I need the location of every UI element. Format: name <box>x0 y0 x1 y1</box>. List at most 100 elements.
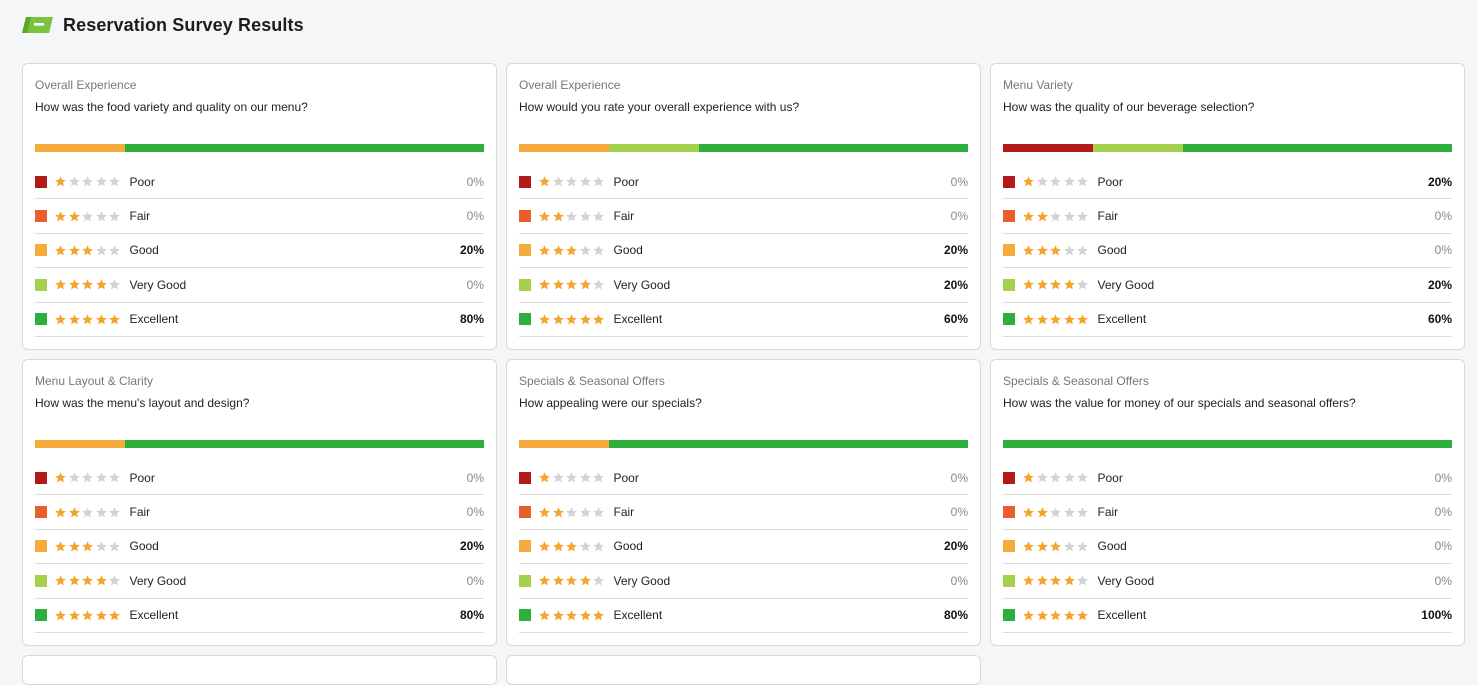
star-filled-icon <box>539 609 550 621</box>
bar-segment-excellent <box>124 440 484 448</box>
star-rating <box>1022 175 1090 188</box>
star-filled-icon <box>593 609 604 621</box>
rating-rows: Poor 0% Fair 0% Good 20% <box>519 165 968 337</box>
rating-color-swatch <box>1003 175 1015 188</box>
star-filled-icon <box>539 245 550 256</box>
rating-percent: 0% <box>1434 539 1452 554</box>
star-empty-icon <box>552 176 564 187</box>
star-empty-icon <box>593 210 604 222</box>
rating-label: Fair <box>129 209 151 224</box>
star-filled-icon <box>82 609 93 621</box>
star-filled-icon <box>68 210 80 222</box>
rating-label: Fair <box>129 505 151 520</box>
rating-label: Very Good <box>613 277 671 292</box>
star-empty-icon <box>593 245 604 256</box>
star-empty-icon <box>566 176 577 187</box>
star-filled-icon <box>539 541 550 552</box>
star-filled-icon <box>1050 313 1061 325</box>
star-empty-icon <box>109 210 120 222</box>
rating-row: Excellent 80% <box>519 599 968 633</box>
star-filled-icon <box>1063 575 1075 586</box>
star-filled-icon <box>55 541 66 552</box>
star-filled-icon <box>539 176 550 187</box>
rating-row: Very Good 0% <box>1003 564 1452 599</box>
card-category: Overall Experience <box>35 78 137 92</box>
star-empty-icon <box>1077 176 1088 187</box>
star-rating <box>1022 540 1090 553</box>
rating-label: Poor <box>613 470 639 485</box>
star-filled-icon <box>95 279 107 290</box>
star-filled-icon <box>55 176 66 187</box>
star-empty-icon <box>1063 176 1075 187</box>
star-rating <box>54 471 122 484</box>
rating-row: Good 20% <box>519 530 968 565</box>
rating-color-swatch <box>35 540 47 553</box>
card-category: Menu Layout & Clarity <box>35 374 154 388</box>
star-filled-icon <box>1077 609 1088 621</box>
results-grid: Overall Experience How was the food vari… <box>22 63 1465 685</box>
star-filled-icon <box>539 506 550 518</box>
star-filled-icon <box>68 245 80 256</box>
rating-color-swatch <box>35 609 47 622</box>
star-filled-icon <box>1050 279 1061 290</box>
bar-segment-excellent <box>608 440 968 448</box>
rating-rows: Poor 0% Fair 0% Good 20% <box>35 461 484 633</box>
star-rating <box>54 609 122 622</box>
rating-color-swatch <box>1003 278 1015 291</box>
star-filled-icon <box>1036 575 1048 586</box>
rating-label: Excellent <box>613 608 663 623</box>
star-rating <box>538 506 606 519</box>
star-filled-icon <box>109 609 120 621</box>
rating-row: Poor 0% <box>519 165 968 200</box>
star-empty-icon <box>1050 176 1061 187</box>
star-filled-icon <box>552 609 564 621</box>
rating-label: Good <box>1097 539 1127 554</box>
distribution-bar <box>35 144 484 152</box>
star-empty-icon <box>593 506 604 518</box>
rating-row: Excellent 60% <box>519 303 968 337</box>
rating-row: Poor 0% <box>35 165 484 200</box>
rating-rows: Poor 0% Fair 0% Good 20% <box>35 165 484 337</box>
star-filled-icon <box>1036 279 1048 290</box>
rating-percent: 0% <box>950 470 968 485</box>
star-filled-icon <box>95 609 107 621</box>
star-empty-icon <box>68 176 80 187</box>
star-filled-icon <box>55 575 66 586</box>
star-rating <box>54 244 122 257</box>
star-filled-icon <box>68 279 80 290</box>
bar-segment-excellent <box>124 144 484 152</box>
rating-row: Excellent 80% <box>35 599 484 633</box>
rating-rows: Poor 0% Fair 0% Good 0% <box>1003 461 1452 633</box>
rating-percent: 0% <box>1434 209 1452 224</box>
rating-percent: 80% <box>459 608 484 623</box>
survey-card: Menu Variety How was the quality of our … <box>990 63 1465 350</box>
rating-row: Fair 0% <box>35 495 484 530</box>
bar-segment-good <box>35 440 125 448</box>
star-filled-icon <box>55 245 66 256</box>
rating-color-swatch <box>519 609 531 622</box>
card-category: Specials & Seasonal Offers <box>519 374 665 388</box>
rating-color-swatch <box>35 244 47 257</box>
rating-label: Fair <box>613 209 635 224</box>
star-empty-icon <box>593 575 604 586</box>
star-filled-icon <box>109 313 120 325</box>
rating-row: Good 20% <box>35 234 484 269</box>
rating-label: Poor <box>1097 470 1123 485</box>
rating-label: Excellent <box>613 312 663 327</box>
star-empty-icon <box>95 210 107 222</box>
star-rating <box>1022 506 1090 519</box>
survey-card: Overall Experience How would you rate yo… <box>506 63 981 350</box>
star-filled-icon <box>539 575 550 586</box>
star-filled-icon <box>68 609 80 621</box>
rating-label: Good <box>1097 243 1127 258</box>
star-filled-icon <box>68 541 80 552</box>
star-filled-icon <box>1077 313 1088 325</box>
star-empty-icon <box>95 472 107 483</box>
rating-percent: 0% <box>950 174 968 189</box>
star-filled-icon <box>68 506 80 518</box>
rating-label: Excellent <box>1097 312 1147 327</box>
rating-percent: 0% <box>950 573 968 588</box>
rating-row: Good 0% <box>1003 530 1452 565</box>
survey-card-partial <box>22 655 497 685</box>
bar-segment-very-good <box>608 144 699 152</box>
